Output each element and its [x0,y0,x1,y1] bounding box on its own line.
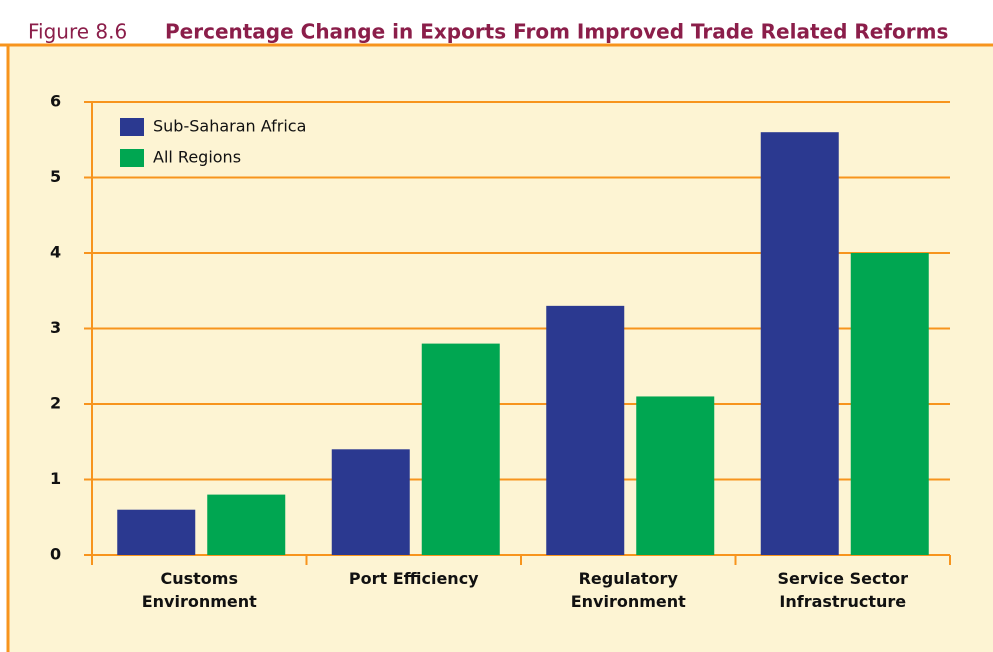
legend-label: All Regions [153,148,241,167]
y-tick-label: 5 [50,167,61,186]
bar [421,343,500,555]
x-tick-label: Port Efficiency [349,569,479,588]
y-tick-label: 6 [50,92,61,111]
y-tick-label: 4 [50,243,61,262]
bar [760,132,839,555]
x-tick-line: Port Efficiency [349,569,479,588]
x-tick-line: Regulatory [579,569,679,588]
bar [546,305,625,555]
bar [117,509,196,555]
x-tick-label: Regulatory Environment [571,569,686,611]
bar [331,449,410,555]
y-tick-label: 0 [50,545,61,564]
y-tick-label: 2 [50,394,61,413]
x-tick-line: Service Sector [778,569,909,588]
x-tick-line: Infrastructure [779,592,906,611]
legend-swatch [120,118,144,136]
y-tick-label: 1 [50,469,61,488]
x-tick-line: Customs [161,569,239,588]
x-tick-label: Customs Environment [142,569,257,611]
figure-label: Figure 8.6 [28,20,127,44]
x-tick-line: Environment [571,592,686,611]
legend-swatch [120,149,144,167]
legend-label: Sub-Saharan Africa [153,117,306,136]
bar [207,494,286,555]
bar [850,253,929,555]
y-tick-label: 3 [50,318,61,337]
x-tick-label: Service Sector Infrastructure [778,569,909,611]
bar [636,396,715,555]
plot-panel [9,46,993,652]
x-tick-line: Environment [142,592,257,611]
chart-title: Percentage Change in Exports From Improv… [165,20,948,44]
